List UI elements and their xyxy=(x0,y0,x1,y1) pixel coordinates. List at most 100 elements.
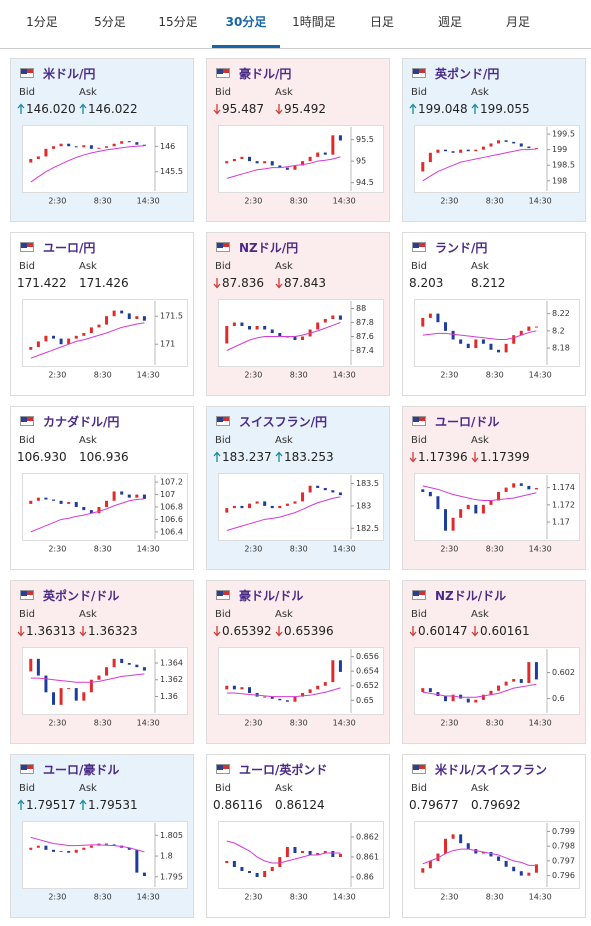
candle xyxy=(232,322,236,326)
candle xyxy=(428,688,432,693)
candle xyxy=(112,310,116,317)
ask-label: Ask xyxy=(79,609,97,620)
arrow-path xyxy=(409,103,417,114)
moving-average xyxy=(30,498,145,533)
candle xyxy=(225,861,229,863)
moving-average xyxy=(226,322,341,351)
chart-frame xyxy=(22,125,188,193)
currency-card[interactable]: ランド/円 Bid Ask 8.203 8.212 8.22 8.2 8.18 2:30 8:30… xyxy=(402,232,586,396)
candle xyxy=(527,326,531,331)
mini-chart: 0.799 0.798 0.797 0.796 2:30 8:30 14:30 xyxy=(414,821,580,902)
currency-card[interactable]: ユーロ/英ポンド Bid Ask 0.86116 0.86124 0.862 0.861 0.… xyxy=(206,754,390,918)
currency-card[interactable]: ユーロ/豪ドル Bid Ask 1.79517 1.79531 1.805 1.8 1.795… xyxy=(10,754,194,918)
candle xyxy=(474,849,478,854)
tab[interactable]: 週足 xyxy=(437,15,462,29)
candle xyxy=(459,149,463,153)
currency-card[interactable]: 米ドル/円 Bid Ask 146.020 146.022 146 145.5 2:30 8:3… xyxy=(10,58,194,222)
pair-name: ユーロ/豪ドル xyxy=(43,763,120,777)
candle xyxy=(489,500,493,505)
pair-name: ランド/円 xyxy=(435,241,488,255)
chart-frame xyxy=(414,299,580,367)
y-tick-label: 183.5 xyxy=(356,479,379,488)
candle xyxy=(474,504,478,514)
tab[interactable]: 1時間足 xyxy=(292,15,336,29)
candle xyxy=(316,322,320,330)
x-tick-label: 2:30 xyxy=(48,893,66,902)
candle xyxy=(436,149,440,153)
ask-value: 171.426 xyxy=(79,276,129,290)
x-tick-label: 8:30 xyxy=(94,545,112,554)
tab[interactable]: 日足 xyxy=(369,15,394,29)
candle xyxy=(527,146,531,149)
flag-icon xyxy=(412,242,426,252)
x-tick-label: 2:30 xyxy=(244,893,262,902)
currency-card[interactable]: スイスフラン/円 Bid Ask 183.237 183.253 183.5 183 182.… xyxy=(206,406,390,570)
candle xyxy=(120,310,124,314)
currency-card[interactable]: 豪ドル/ドル Bid Ask 0.65392 0.65396 0.656 0.654 0.65… xyxy=(206,580,390,744)
candle xyxy=(248,871,252,873)
ask-text: 87.843 xyxy=(284,276,326,290)
ask-label: Ask xyxy=(471,87,489,98)
pair-name: NZドル/円 xyxy=(239,241,299,255)
trend-arrow xyxy=(213,626,221,637)
y-tick-label: 0.654 xyxy=(356,667,379,676)
currency-card[interactable]: 英ポンド/円 Bid Ask 199.048 199.055 199.5 199 198.5 1… xyxy=(402,58,586,222)
y-tick-label: 0.6 xyxy=(552,694,565,703)
tab[interactable]: 30分足 xyxy=(212,0,280,48)
y-tick-label: 0.602 xyxy=(552,668,575,677)
bid-value: 1.79517 xyxy=(17,798,76,812)
candle xyxy=(135,849,139,873)
currency-card[interactable]: 豪ドル/円 Bid Ask 95.487 95.492 95.5 95 94.5 2:30 8:3… xyxy=(206,58,390,222)
currency-card[interactable]: 英ポンド/ドル Bid Ask 1.36313 1.36323 1.364 1.362 1.3… xyxy=(10,580,194,744)
tab[interactable]: 1分足 xyxy=(26,15,58,29)
bid-label: Bid xyxy=(19,87,35,98)
y-tick-label: 171.5 xyxy=(160,312,183,321)
candle xyxy=(82,507,86,511)
candle xyxy=(135,142,139,145)
candle xyxy=(285,847,289,857)
bid-label: Bid xyxy=(19,435,35,446)
currency-card[interactable]: NZドル/円 Bid Ask 87.836 87.843 88 87.8 87.6 87.4 2:… xyxy=(206,232,390,396)
pair-name: カナダドル/円 xyxy=(43,415,120,429)
candle xyxy=(489,143,493,147)
currency-card[interactable]: カナダドル/円 Bid Ask 106.930 106.936 107.2 107 106.8… xyxy=(10,406,194,570)
tab[interactable]: 5分足 xyxy=(94,15,126,29)
candle xyxy=(466,504,470,510)
moving-average xyxy=(30,836,145,853)
candle xyxy=(504,487,508,492)
y-tick-label: 8.2 xyxy=(552,326,565,335)
ask-label: Ask xyxy=(275,435,293,446)
y-tick-label: 1.364 xyxy=(160,659,183,668)
candle xyxy=(82,847,86,850)
candle xyxy=(527,662,531,683)
candle xyxy=(52,335,56,339)
candle xyxy=(285,503,289,506)
candle xyxy=(481,504,485,514)
currency-card[interactable]: NZドル/ドル Bid Ask 0.60147 0.60161 0.602 0.6 2:30 8… xyxy=(402,580,586,744)
candle xyxy=(308,156,312,162)
trend-arrow xyxy=(471,452,479,463)
x-tick-label: 14:30 xyxy=(529,197,552,206)
candle xyxy=(255,873,259,877)
tab[interactable]: 15分足 xyxy=(158,15,198,29)
candle xyxy=(240,156,244,159)
candle xyxy=(421,688,425,693)
y-tick-label: 0.86 xyxy=(356,873,374,882)
candle xyxy=(232,505,236,509)
tab[interactable]: 月足 xyxy=(505,15,530,29)
arrow-path xyxy=(17,799,25,810)
candle xyxy=(428,152,432,163)
bid-label: Bid xyxy=(215,435,231,446)
x-tick-label: 14:30 xyxy=(137,893,160,902)
x-tick-label: 2:30 xyxy=(440,197,458,206)
candle xyxy=(142,872,146,876)
candle xyxy=(497,685,501,691)
candle xyxy=(497,491,501,501)
moving-average xyxy=(30,145,145,183)
candle xyxy=(512,679,516,682)
currency-card[interactable]: ユーロ/ドル Bid Ask 1.17396 1.17399 1.174 1.172 1.17… xyxy=(402,406,586,570)
candle xyxy=(36,658,40,676)
currency-card[interactable]: ユーロ/円 Bid Ask 171.422 171.426 171.5 171 2:30 8:3… xyxy=(10,232,194,396)
currency-card[interactable]: 米ドル/スイスフラン Bid Ask 0.79677 0.79692 0.799 0.798… xyxy=(402,754,586,918)
candle xyxy=(74,146,78,148)
